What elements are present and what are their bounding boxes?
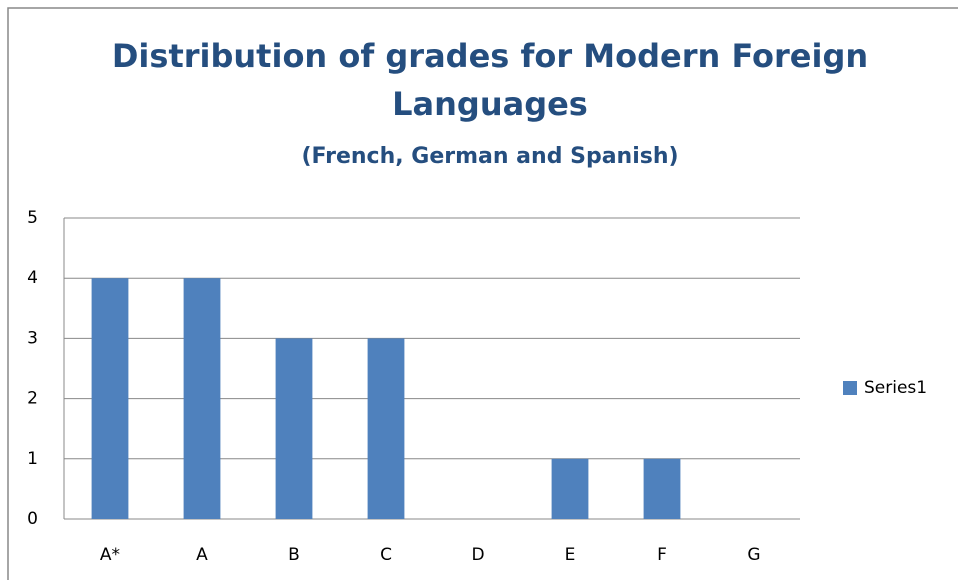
y-tick-label: 0 bbox=[27, 509, 38, 529]
x-tick-label: G bbox=[747, 545, 760, 565]
y-tick-label: 1 bbox=[27, 449, 38, 469]
bar bbox=[91, 278, 129, 519]
x-tick-label: C bbox=[380, 545, 392, 565]
bar bbox=[183, 278, 221, 519]
y-tick-label: 4 bbox=[27, 268, 38, 288]
chart-subtitle: (French, German and Spanish) bbox=[301, 144, 679, 169]
x-tick-label: A* bbox=[100, 545, 120, 565]
y-tick-label: 2 bbox=[27, 389, 38, 409]
bar bbox=[275, 338, 313, 519]
chart-title: Distribution of grades for Modern Foreig… bbox=[111, 37, 869, 123]
x-tick-label: B bbox=[288, 545, 300, 565]
y-tick-label: 3 bbox=[27, 328, 38, 348]
legend-swatch bbox=[843, 381, 857, 395]
x-tick-label: A bbox=[196, 545, 208, 565]
bar bbox=[643, 458, 681, 519]
chart-frame bbox=[7, 7, 958, 580]
legend-label: Series1 bbox=[864, 378, 927, 398]
x-tick-label: D bbox=[471, 545, 484, 565]
bar bbox=[551, 458, 589, 519]
bar bbox=[367, 338, 405, 519]
y-tick-label: 5 bbox=[27, 208, 38, 228]
x-tick-label: E bbox=[565, 545, 576, 565]
x-tick-label: F bbox=[657, 545, 667, 565]
